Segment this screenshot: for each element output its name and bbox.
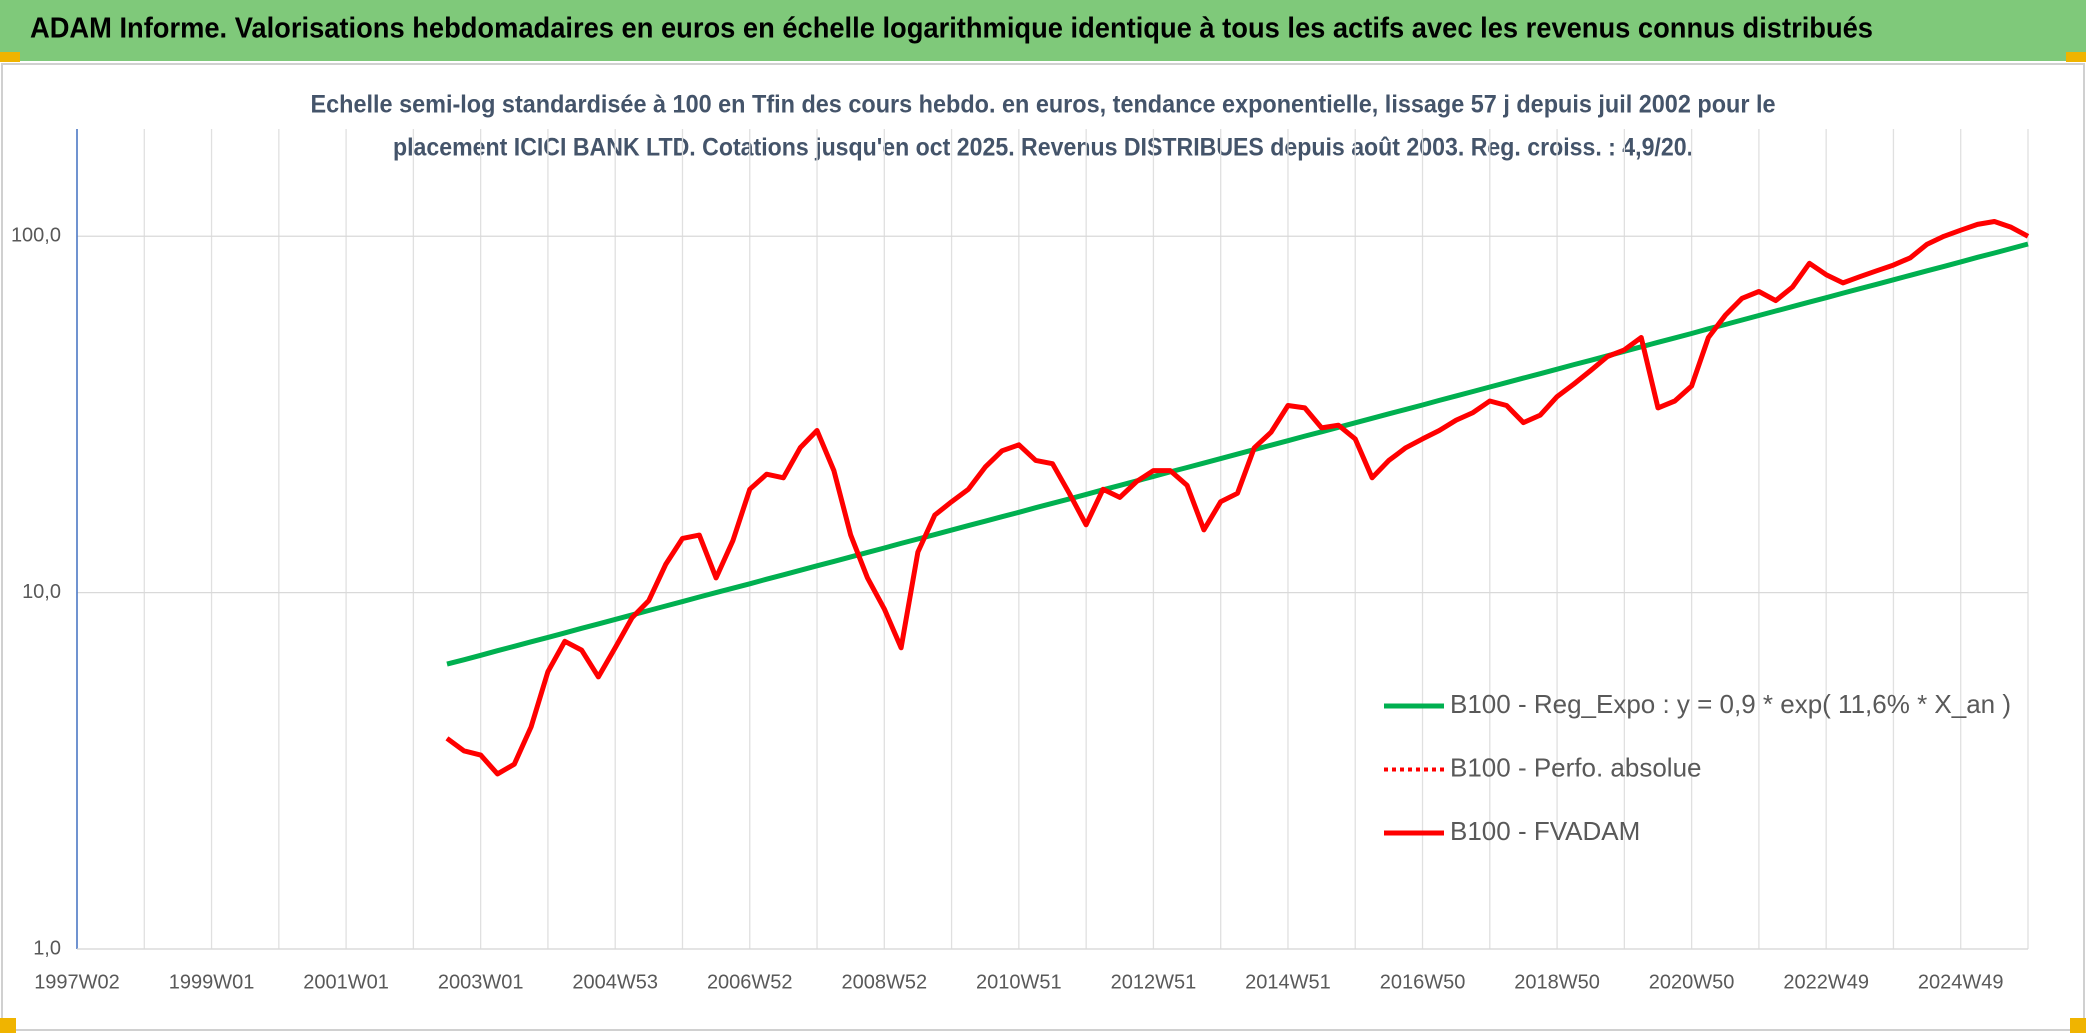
- y-tick-label: 100,0: [11, 225, 61, 247]
- page-title: ADAM Informe. Valorisations hebdomadaire…: [30, 13, 1873, 45]
- y-tick-label: 10,0: [22, 581, 61, 603]
- legend-label: B100 - Perfo. absolue: [1450, 752, 1702, 782]
- x-tick-label: 2001W01: [303, 971, 389, 993]
- x-tick-label: 2003W01: [438, 971, 524, 993]
- x-tick-label: 2006W52: [707, 971, 793, 993]
- legend-label: B100 - FVADAM: [1450, 816, 1640, 846]
- x-tick-label: 2024W49: [1918, 971, 2004, 993]
- y-tick-label: 1,0: [33, 937, 61, 959]
- x-tick-label: 2004W53: [572, 971, 658, 993]
- chart-frame: [1, 63, 2085, 1031]
- x-tick-label: 2010W51: [976, 971, 1062, 993]
- series-line: [445, 219, 2030, 777]
- series-line: [446, 241, 2029, 667]
- chart-title: Echelle semi-log standardisée à 100 en T…: [311, 91, 1776, 119]
- header-bar: [0, 0, 2086, 61]
- x-tick-label: 2018W50: [1514, 971, 1600, 993]
- corner-mark: [2066, 52, 2086, 62]
- x-tick-label: 2014W51: [1245, 971, 1331, 993]
- x-tick-label: 1997W02: [34, 971, 120, 993]
- legend-label: B100 - Reg_Expo : y = 0,9 * exp( 11,6% *…: [1450, 689, 2011, 719]
- x-tick-label: 2020W50: [1649, 971, 1735, 993]
- x-tick-label: 2008W52: [841, 971, 927, 993]
- x-tick-label: 2012W51: [1111, 971, 1197, 993]
- corner-mark: [0, 52, 20, 62]
- x-tick-label: 2016W50: [1380, 971, 1466, 993]
- x-tick-label: 1999W01: [169, 971, 255, 993]
- plot-area: 1,0 10,0 100,0 1997W02 1999W01 2001W01 2003W01…: [11, 129, 2030, 993]
- corner-mark: [2070, 1018, 2086, 1033]
- corner-mark: [0, 1018, 16, 1033]
- chart-title: placement ICICI BANK LTD. Cotations jusq…: [393, 134, 1693, 162]
- x-tick-label: 2022W49: [1783, 971, 1869, 993]
